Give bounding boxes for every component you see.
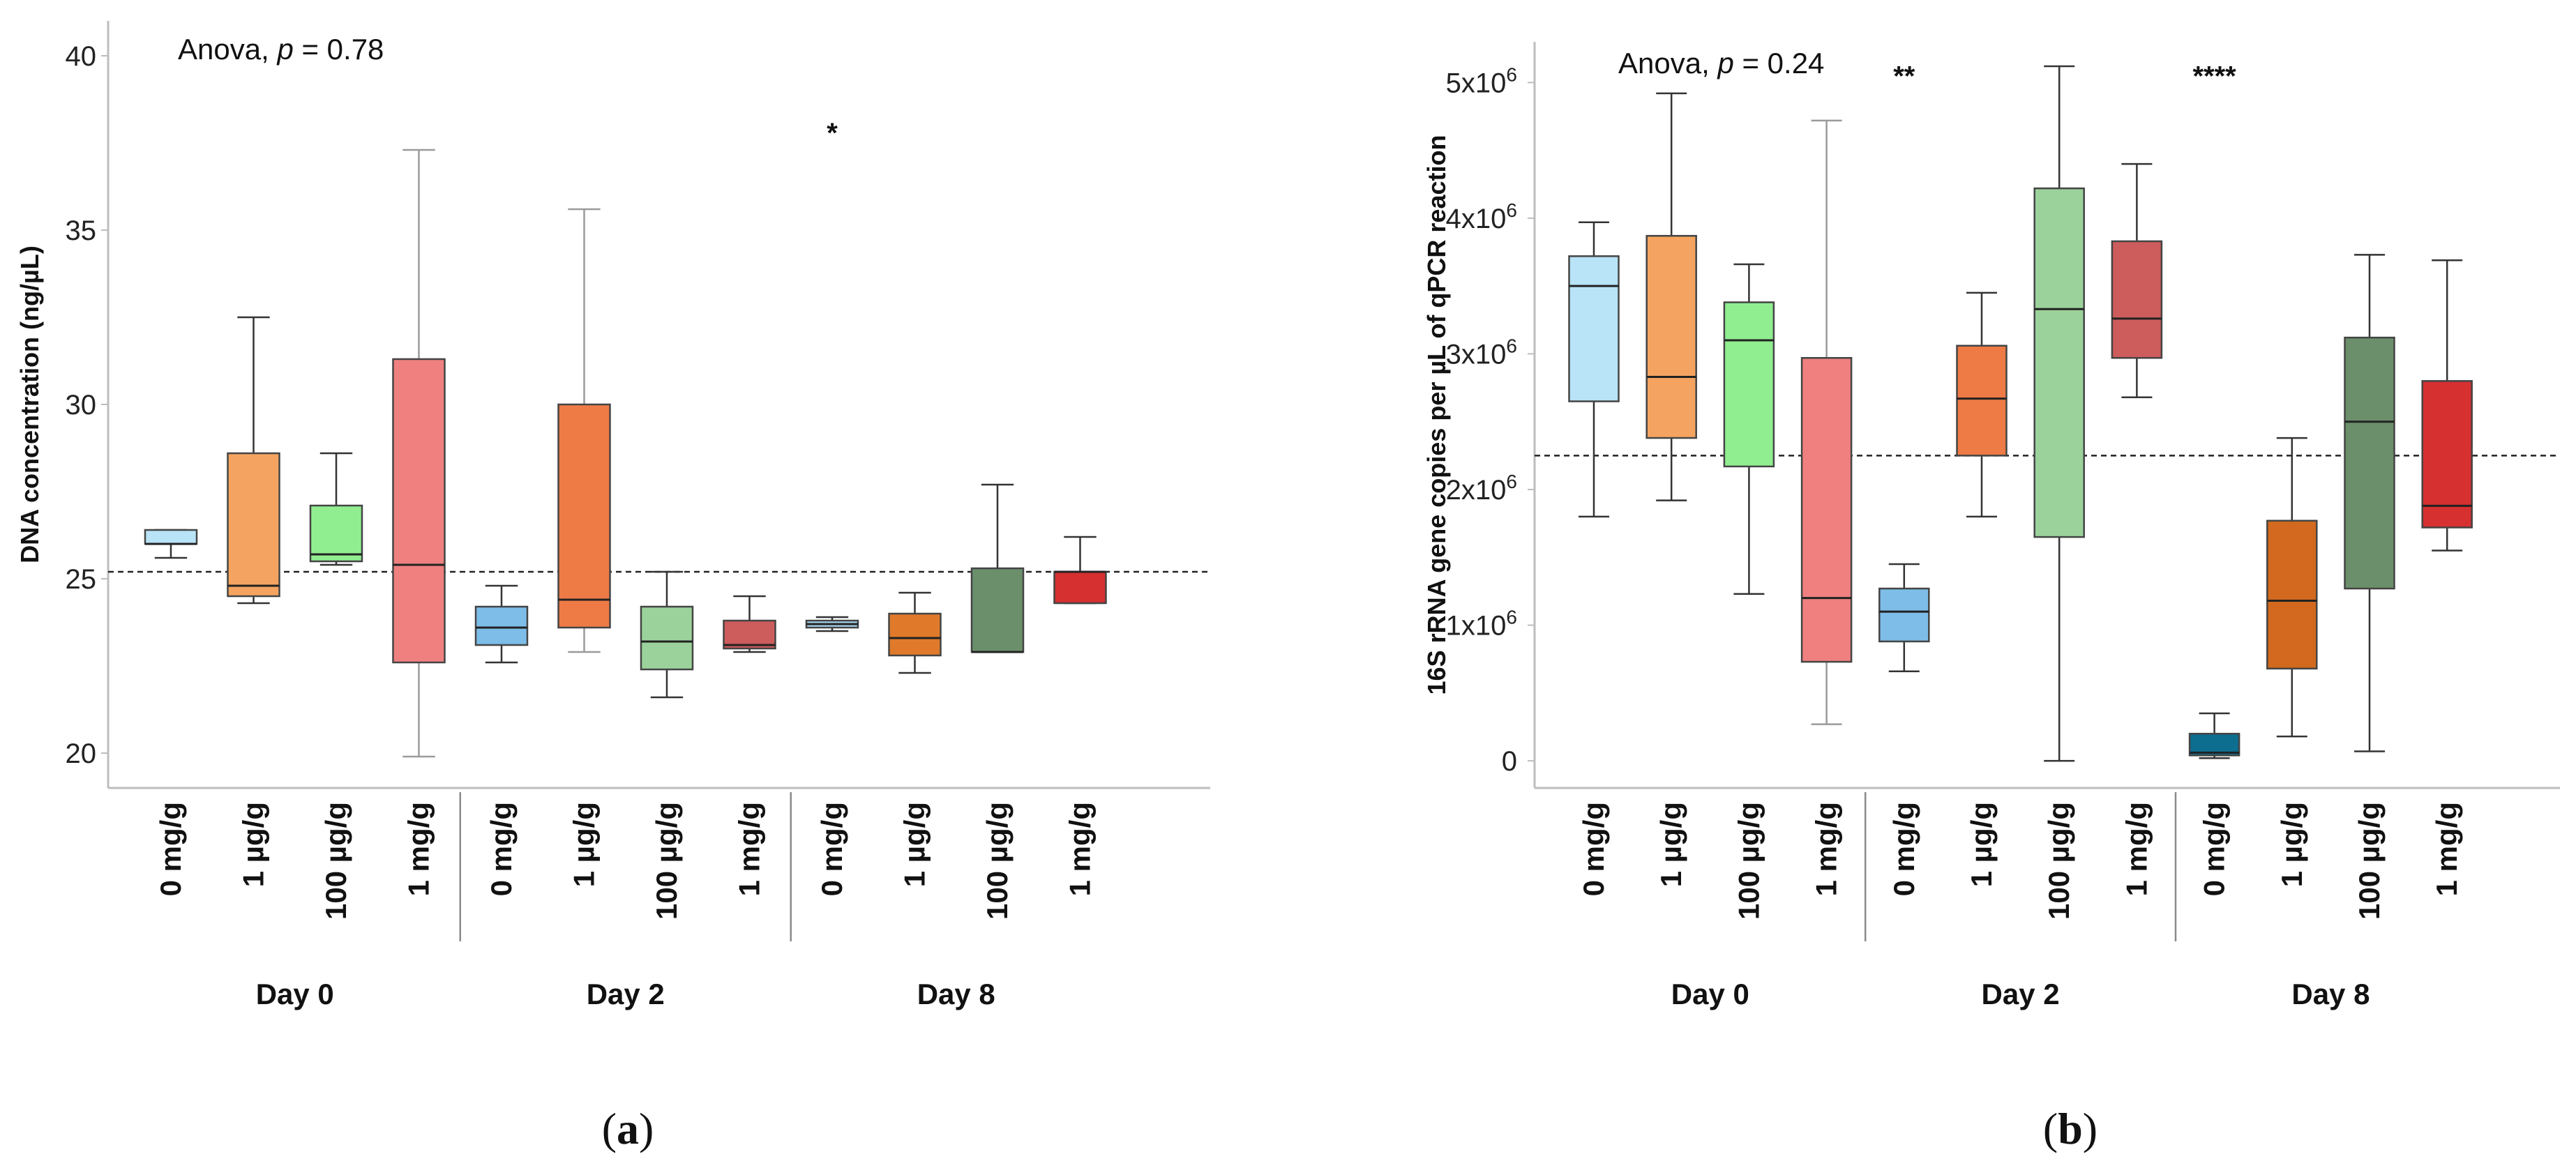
y-axis-label: 16S rRNA gene copies per µL of qPCR reac… (1422, 135, 1451, 695)
box (2421, 380, 2473, 529)
significance-marker: ** (1893, 61, 1915, 92)
y-tick-label: 0 (1502, 746, 1517, 777)
y-tick-label: 5x106 (1446, 63, 1517, 98)
box (2344, 336, 2395, 590)
x-tick-label: 1 mg/g (733, 802, 766, 896)
group-label: Day 0 (256, 978, 334, 1010)
x-tick-label: 1 µg/g (898, 802, 931, 887)
box (392, 358, 446, 664)
box (1645, 234, 1697, 439)
x-tick-label: 1 mg/g (402, 802, 435, 896)
x-tick-label: 1 mg/g (2430, 802, 2463, 896)
y-tick-exponent: 6 (1506, 335, 1517, 356)
group-label: Day 0 (1671, 978, 1749, 1010)
box (1053, 570, 1107, 605)
anova-annotation: Anova, p = 0.78 (178, 33, 384, 66)
group-label: Day 2 (587, 978, 665, 1010)
x-tick-label: 1 µg/g (568, 802, 601, 887)
x-tick-label: 100 µg/g (650, 802, 683, 920)
box (888, 612, 942, 657)
x-tick-label: 100 µg/g (2042, 802, 2075, 920)
x-tick-label: 1 mg/g (1064, 802, 1097, 896)
y-tick-label: 2x106 (1446, 471, 1517, 506)
x-tick-label: 0 mg/g (1577, 802, 1610, 896)
box (557, 403, 611, 629)
group-label: Day 2 (1982, 978, 2060, 1010)
box (1568, 255, 1620, 402)
x-tick-label: 100 µg/g (2353, 802, 2386, 920)
x-tick-label: 1 mg/g (1810, 802, 1843, 896)
box (2033, 187, 2085, 538)
x-tick-label: 1 µg/g (1965, 802, 1998, 887)
y-tick-label: 25 (66, 564, 97, 595)
x-tick-label: 0 mg/g (815, 802, 848, 896)
box (970, 567, 1025, 653)
anova-part: = 0.78 (294, 33, 384, 66)
x-tick-label: 100 µg/g (981, 802, 1014, 920)
box (474, 605, 529, 646)
y-tick-label: 30 (66, 390, 97, 420)
anova-annotation: Anova, p = 0.24 (1618, 47, 1824, 79)
box (1878, 587, 1930, 643)
box (2111, 240, 2163, 359)
box (144, 529, 198, 545)
y-tick-label: 20 (66, 738, 97, 769)
group-label: Day 8 (917, 978, 995, 1010)
y-tick-exponent: 6 (1506, 607, 1517, 628)
x-tick-label: 0 mg/g (2198, 802, 2231, 896)
box (227, 452, 280, 598)
x-tick-label: 0 mg/g (1888, 802, 1920, 896)
anova-part: p (276, 33, 293, 66)
panel-b-label: (b) (2043, 1104, 2097, 1153)
anova-part: Anova, (1618, 47, 1717, 79)
x-tick-label: 0 mg/g (154, 802, 187, 896)
x-tick-label: 1 µg/g (2275, 802, 2308, 887)
y-axis-label: DNA concentration (ng/µL) (15, 245, 44, 563)
box (1723, 301, 1775, 468)
y-tick-label: 35 (66, 215, 97, 246)
y-tick-label: 1x106 (1446, 607, 1517, 642)
x-tick-label: 1 µg/g (1655, 802, 1687, 887)
group-label: Day 8 (2291, 978, 2370, 1010)
significance-marker: * (827, 118, 838, 149)
box (309, 504, 363, 563)
y-tick-label: 40 (66, 41, 97, 72)
y-tick-exponent: 6 (1506, 63, 1517, 85)
box (723, 619, 776, 650)
x-tick-label: 1 µg/g (237, 802, 270, 887)
panel-a-label: (a) (602, 1104, 654, 1153)
y-tick-label: 4x106 (1446, 199, 1517, 234)
significance-marker: **** (2192, 61, 2236, 92)
panel-a-chart: 20 25 30 35 40 DNA concentration (ng/µL) 0 mg/… (15, 21, 1210, 1010)
anova-part: = 0.24 (1734, 47, 1825, 79)
x-tick-label: 0 mg/g (485, 802, 518, 896)
anova-part: p (1716, 47, 1733, 79)
box (1800, 357, 1853, 663)
panel-b-chart: 0 1x106 2x106 3x106 4x106 5x106 16S rRNA gene … (1422, 42, 2560, 1010)
box (1956, 344, 2008, 457)
x-tick-label: 100 µg/g (319, 802, 352, 920)
anova-part: Anova, (178, 33, 277, 66)
y-tick-exponent: 6 (1506, 471, 1517, 492)
y-tick-exponent: 6 (1506, 199, 1517, 221)
x-tick-label: 1 mg/g (2120, 802, 2153, 896)
box (640, 605, 694, 671)
x-tick-label: 100 µg/g (1732, 802, 1765, 920)
box (2266, 519, 2318, 670)
y-tick-label: 3x106 (1446, 335, 1517, 370)
